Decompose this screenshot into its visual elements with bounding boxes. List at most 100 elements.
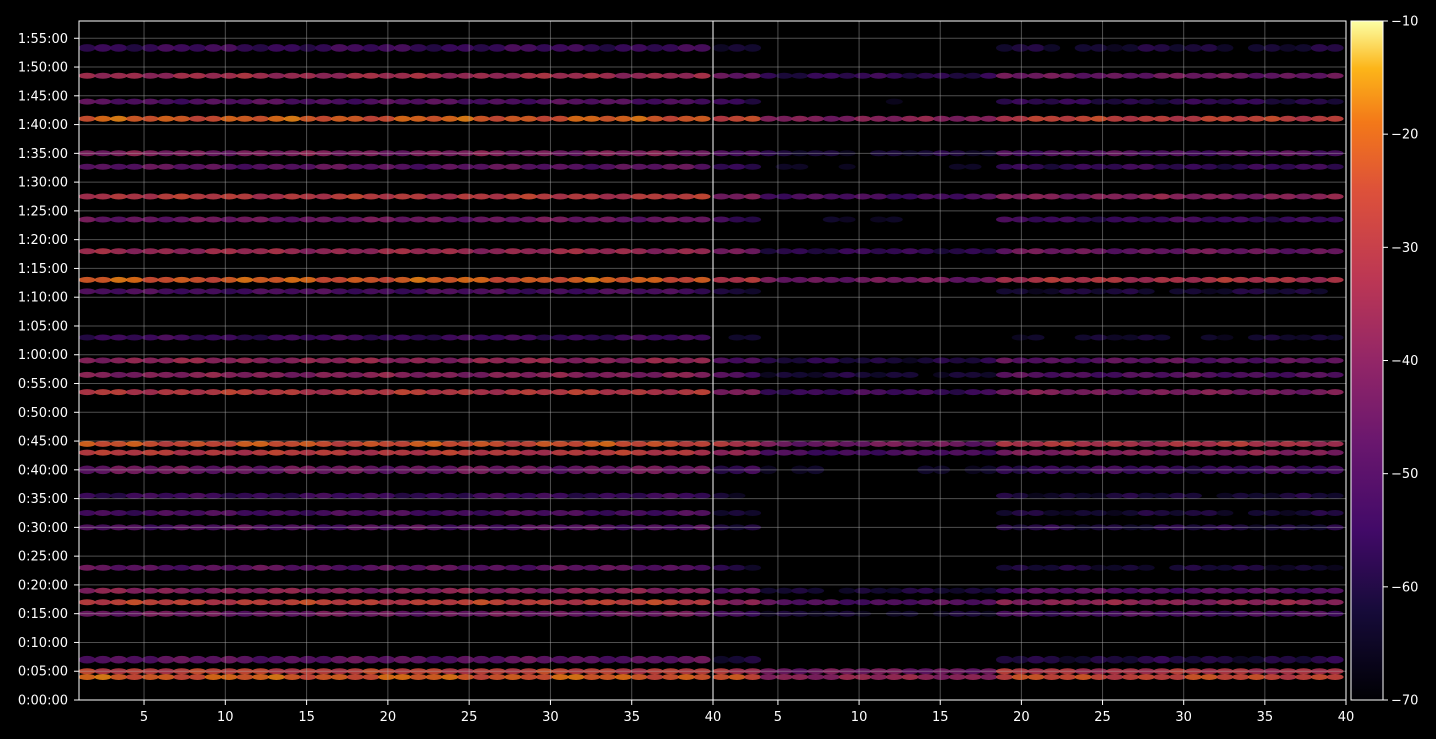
- heatmap-cell: [488, 216, 506, 223]
- heatmap-cell: [1216, 98, 1234, 105]
- heatmap-cell: [807, 668, 825, 675]
- heatmap-cell: [110, 44, 128, 52]
- heatmap-cell: [283, 655, 301, 664]
- heatmap-cell: [125, 674, 143, 680]
- heatmap-cell: [535, 44, 553, 52]
- heatmap-cell: [441, 150, 459, 157]
- heatmap-cell: [520, 72, 538, 79]
- heatmap-cell: [236, 371, 254, 378]
- heatmap-cell: [472, 465, 490, 475]
- heatmap-cell: [630, 524, 648, 531]
- heatmap-cell: [1216, 465, 1234, 475]
- heatmap-cell: [980, 371, 998, 378]
- heatmap-cell: [346, 668, 364, 675]
- heatmap-cell: [1184, 610, 1202, 617]
- heatmap-cell: [1011, 674, 1029, 680]
- heatmap-cell: [346, 357, 364, 364]
- heatmap-cell: [1263, 334, 1281, 341]
- heatmap-cell: [1232, 163, 1250, 170]
- heatmap-cell: [535, 371, 553, 378]
- heatmap-cell: [1216, 524, 1234, 531]
- heatmap-cell: [472, 150, 490, 157]
- heatmap-cell: [980, 389, 998, 396]
- heatmap-cell: [901, 72, 919, 79]
- heatmap-cell: [901, 248, 919, 255]
- heatmap-cell: [807, 449, 825, 456]
- heatmap-cell: [236, 610, 254, 617]
- heatmap-cell: [236, 357, 254, 364]
- heatmap-cell: [504, 440, 522, 447]
- heatmap-cell: [1310, 288, 1328, 295]
- heatmap-cell: [744, 668, 762, 675]
- heatmap-cell: [1122, 599, 1139, 606]
- x-tick-label: 10: [217, 710, 234, 725]
- heatmap-cell: [1200, 115, 1218, 122]
- heatmap-cell: [917, 668, 935, 675]
- heatmap-cell: [1295, 655, 1313, 664]
- heatmap-cell: [110, 465, 128, 475]
- heatmap-cell: [1137, 72, 1155, 79]
- heatmap-cell: [1059, 216, 1076, 223]
- heatmap-cell: [362, 150, 380, 157]
- heatmap-cell: [346, 449, 364, 456]
- heatmap-cell: [409, 587, 427, 594]
- heatmap-cell: [551, 163, 569, 170]
- heatmap-cell: [504, 564, 522, 571]
- heatmap-cell: [759, 668, 777, 675]
- heatmap-cell: [807, 610, 825, 617]
- heatmap-cell: [948, 668, 966, 675]
- heatmap-cell: [1232, 276, 1250, 283]
- heatmap-cell: [141, 564, 159, 571]
- heatmap-cell: [583, 668, 601, 675]
- heatmap-cell: [551, 599, 569, 606]
- heatmap-cell: [488, 674, 506, 680]
- heatmap-cell: [378, 564, 396, 571]
- heatmap-cell: [520, 276, 538, 283]
- heatmap-cell: [822, 610, 840, 617]
- heatmap-cell: [693, 334, 711, 341]
- heatmap-cell: [378, 44, 396, 52]
- heatmap-cell: [189, 440, 206, 447]
- heatmap-cell: [917, 115, 935, 122]
- heatmap-cell: [948, 115, 966, 122]
- heatmap-cell: [1232, 357, 1250, 364]
- heatmap-cell: [662, 216, 680, 223]
- heatmap-cell: [948, 674, 966, 680]
- heatmap-cell: [713, 193, 730, 200]
- heatmap-cell: [551, 564, 569, 571]
- heatmap-cell: [996, 276, 1013, 283]
- heatmap-cell: [220, 510, 238, 516]
- heatmap-cell: [662, 610, 680, 617]
- heatmap-cell: [1279, 98, 1297, 105]
- heatmap-cell: [535, 655, 553, 664]
- heatmap-cell: [1106, 193, 1124, 200]
- heatmap-cell: [948, 440, 966, 447]
- heatmap-cell: [1106, 357, 1124, 364]
- heatmap-cell: [1106, 668, 1124, 675]
- heatmap-cell: [917, 357, 935, 364]
- heatmap-cell: [744, 655, 762, 664]
- heatmap-cell: [1153, 150, 1171, 157]
- heatmap-cell: [807, 357, 825, 364]
- heatmap-cell: [1011, 492, 1029, 499]
- heatmap-cell: [362, 44, 380, 52]
- heatmap-cell: [1011, 72, 1029, 79]
- heatmap-cell: [1122, 115, 1139, 122]
- heatmap-cell: [1169, 492, 1187, 499]
- heatmap-cell: [267, 72, 285, 79]
- heatmap-cell: [409, 599, 427, 606]
- heatmap-cell: [1184, 510, 1202, 516]
- heatmap-cell: [599, 610, 616, 617]
- heatmap-cell: [551, 216, 569, 223]
- y-tick-label: 1:15:00: [18, 262, 68, 277]
- heatmap-cell: [441, 492, 459, 499]
- heatmap-cell: [630, 357, 648, 364]
- heatmap-cell: [646, 98, 664, 105]
- heatmap-cell: [646, 465, 664, 475]
- heatmap-cell: [204, 72, 222, 79]
- heatmap-cell: [551, 288, 569, 295]
- heatmap-cell: [677, 193, 695, 200]
- heatmap-cell: [1090, 288, 1108, 295]
- heatmap-cell: [791, 674, 809, 680]
- heatmap-cell: [583, 193, 601, 200]
